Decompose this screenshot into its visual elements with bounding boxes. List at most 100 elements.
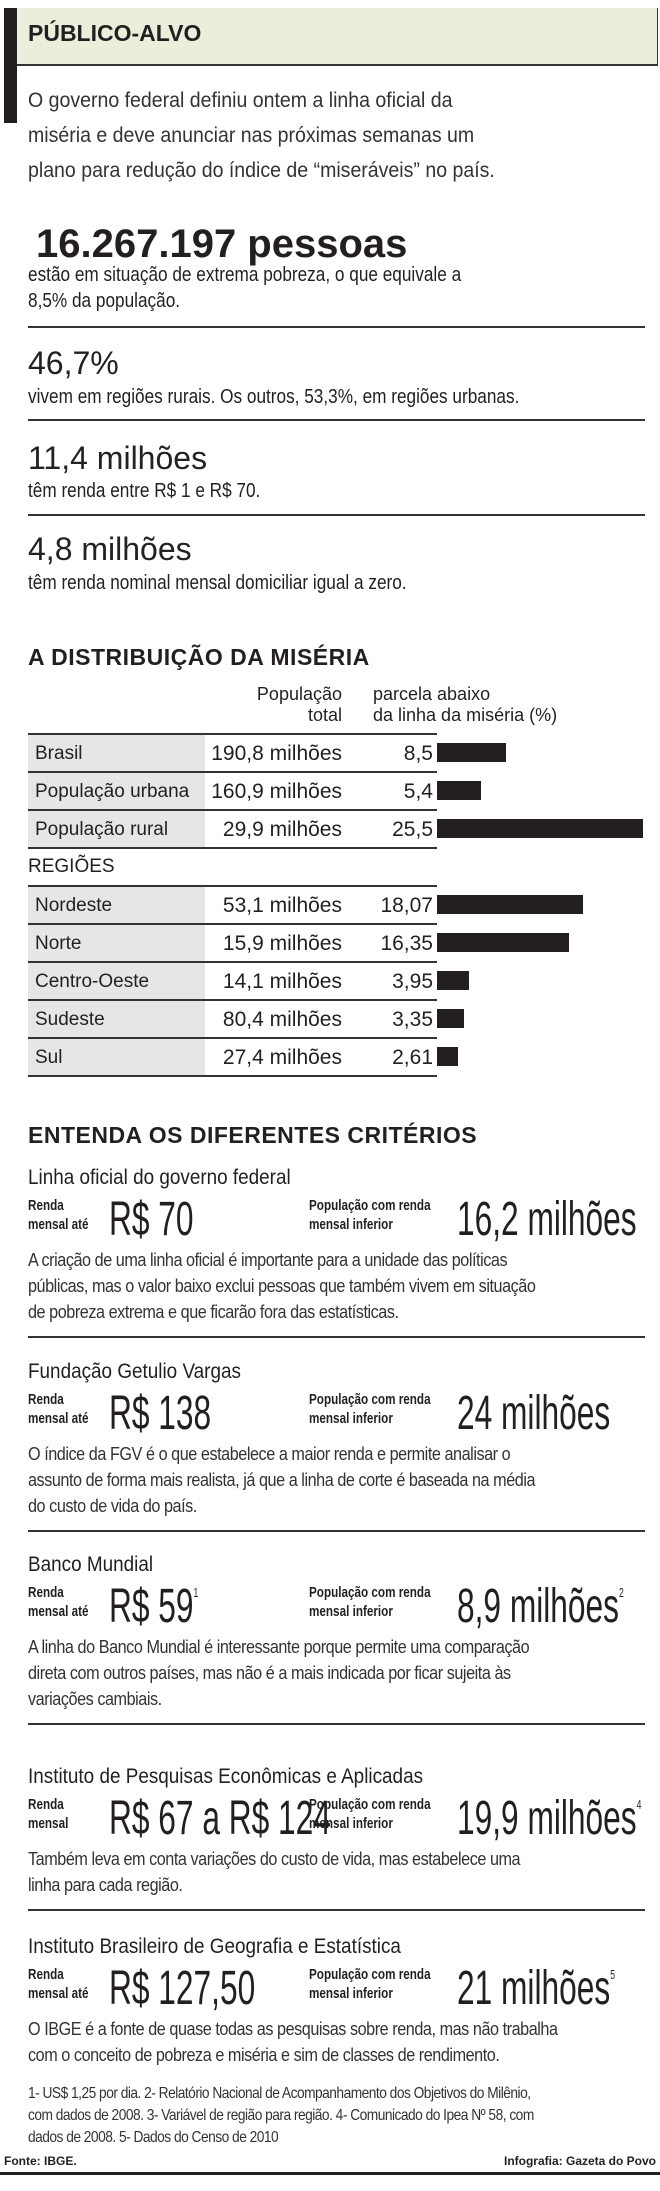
population-value: 24 milhões bbox=[457, 1390, 660, 1438]
row-population: 53,1 milhões bbox=[222, 894, 342, 917]
highlight-text: têm renda nominal mensal domiciliar igua… bbox=[28, 572, 407, 594]
population-text: 8,9 milhões2 bbox=[457, 1583, 624, 1631]
footnote-line: dados de 2008. 5- Dados do Censo de 2010 bbox=[28, 2129, 279, 2146]
income-amount: R$ 59 bbox=[109, 1580, 194, 1633]
row-share: 2,61 bbox=[392, 1046, 433, 1069]
share-bar bbox=[437, 781, 481, 800]
label-line: População com renda bbox=[309, 1796, 431, 1813]
table-row: Nordeste 53,1 milhões 18,07 bbox=[28, 885, 437, 923]
population-text: 16,2 milhões bbox=[457, 1196, 637, 1244]
table-row: População urbana 160,9 milhões 5,4 bbox=[28, 771, 437, 809]
label-line: Renda bbox=[28, 1796, 64, 1813]
row-share: 3,35 bbox=[392, 1008, 433, 1031]
share-bar bbox=[437, 971, 469, 990]
row-label: Nordeste bbox=[28, 887, 205, 923]
population-amount: 16,2 milhões bbox=[457, 1193, 637, 1246]
highlight-text: vivem em regiões rurais. Os outros, 53,3… bbox=[28, 386, 520, 408]
table-row: Brasil 190,8 milhões 8,5 bbox=[28, 733, 437, 771]
page-title: PÚBLICO-ALVO bbox=[28, 20, 202, 46]
section-title: ENTENDA OS DIFERENTES CRITÉRIOS bbox=[28, 1122, 478, 1148]
population-label: População com renda mensal inferior bbox=[309, 1583, 431, 1621]
regions-label: REGIÕES bbox=[28, 856, 115, 877]
share-bar bbox=[437, 1047, 459, 1066]
row-label: População rural bbox=[28, 811, 205, 847]
population-label: População com renda mensal inferior bbox=[309, 1795, 431, 1833]
income-text: R$ 138 bbox=[109, 1390, 211, 1438]
income-value: R$ 70 bbox=[109, 1196, 237, 1244]
footnote-ref: 2 bbox=[619, 1585, 624, 1600]
criterion-name: Instituto Brasileiro de Geografia e Esta… bbox=[28, 1935, 401, 1958]
row-share: 5,4 bbox=[403, 780, 433, 803]
income-label: Renda mensal até bbox=[28, 1583, 88, 1621]
criterion-description: O índice da FGV é o que estabelece a mai… bbox=[28, 1444, 511, 1464]
divider bbox=[28, 419, 645, 421]
divider bbox=[28, 1909, 645, 1911]
label-line: mensal até bbox=[28, 1410, 89, 1427]
col-header-line: da linha da miséria (%) bbox=[373, 705, 558, 725]
population-label: População com renda mensal inferior bbox=[309, 1196, 431, 1234]
row-label: Sul bbox=[28, 1039, 205, 1075]
highlight-value: 16.267.197 pessoas bbox=[36, 222, 408, 266]
table-row: Centro-Oeste 14,1 milhões 3,95 bbox=[28, 961, 437, 999]
criterion-description: com o conceito de pobreza e miséria e si… bbox=[28, 2045, 500, 2065]
section-title: A DISTRIBUIÇÃO DA MISÉRIA bbox=[28, 644, 370, 670]
criterion-description: do custo de vida do país. bbox=[28, 1496, 197, 1516]
row-label: Centro-Oeste bbox=[28, 963, 205, 999]
row-share: 8,5 bbox=[403, 742, 433, 765]
criterion-description: Também leva em conta variações do custo … bbox=[28, 1849, 521, 1869]
share-bar bbox=[437, 743, 506, 762]
row-share: 18,07 bbox=[380, 894, 433, 917]
row-share: 25,5 bbox=[392, 818, 433, 841]
row-population: 80,4 milhões bbox=[222, 1008, 342, 1031]
label-line: mensal inferior bbox=[309, 1815, 393, 1832]
population-value: 21 milhões5 bbox=[457, 1965, 660, 2013]
label-line: População com renda bbox=[309, 1391, 431, 1408]
criterion-description: de pobreza extrema e que ficarão fora da… bbox=[28, 1302, 399, 1322]
highlight-value: 46,7% bbox=[28, 345, 119, 381]
table-bottom-rule bbox=[28, 847, 437, 849]
divider bbox=[28, 1723, 645, 1725]
population-amount: 8,9 milhões bbox=[457, 1580, 620, 1633]
table-row: População rural 29,9 milhões 25,5 bbox=[28, 809, 437, 847]
footnote-line: 1- US$ 1,25 por dia. 2- Relatório Nacion… bbox=[28, 2085, 531, 2102]
label-line: População com renda bbox=[309, 1966, 431, 1983]
source: Fonte: IBGE. bbox=[4, 2154, 77, 2168]
criterion-description: assunto de forma mais realista, já que a… bbox=[28, 1470, 536, 1490]
highlight-text: estão em situação de extrema pobreza, o … bbox=[28, 264, 462, 286]
income-label: Renda mensal até bbox=[28, 1390, 88, 1428]
highlight-value: 11,4 milhões bbox=[28, 440, 208, 476]
income-amount: R$ 127,50 bbox=[109, 1962, 256, 2015]
bottom-rule bbox=[0, 2172, 660, 2175]
divider bbox=[28, 1336, 645, 1338]
row-population: 160,9 milhões bbox=[211, 780, 342, 803]
row-label: Sudeste bbox=[28, 1001, 205, 1037]
row-label: População urbana bbox=[28, 773, 205, 809]
row-population: 27,4 milhões bbox=[222, 1046, 342, 1069]
criterion-description: variações cambiais. bbox=[28, 1689, 162, 1709]
row-population: 15,9 milhões bbox=[222, 932, 342, 955]
population-text: 19,9 milhões4 bbox=[457, 1795, 641, 1843]
income-text: R$ 67 a R$ 124 bbox=[109, 1795, 331, 1843]
label-line: mensal inferior bbox=[309, 1410, 393, 1427]
income-value: R$ 138 bbox=[109, 1390, 264, 1438]
label-line: População com renda bbox=[309, 1197, 431, 1214]
population-amount: 24 milhões bbox=[457, 1387, 611, 1440]
population-label: População com renda mensal inferior bbox=[309, 1965, 431, 2003]
population-value: 8,9 milhões2 bbox=[457, 1583, 660, 1631]
label-line: mensal inferior bbox=[309, 1216, 393, 1233]
row-label: Brasil bbox=[28, 735, 205, 771]
col-header-line: total bbox=[307, 705, 342, 725]
label-line: Renda bbox=[28, 1197, 64, 1214]
share-bar bbox=[437, 933, 570, 952]
criterion-description: A linha do Banco Mundial é interessante … bbox=[28, 1637, 530, 1657]
row-share: 3,95 bbox=[392, 970, 433, 993]
table-bottom-rule bbox=[28, 1075, 437, 1077]
label-line: mensal bbox=[28, 1815, 69, 1832]
income-label: Renda mensal até bbox=[28, 1965, 88, 2003]
criterion-name: Banco Mundial bbox=[28, 1553, 154, 1576]
income-text: R$ 591 bbox=[109, 1583, 198, 1631]
income-amount: R$ 70 bbox=[109, 1193, 194, 1246]
share-bar bbox=[437, 1009, 465, 1028]
income-value: R$ 591 bbox=[109, 1583, 244, 1631]
header-accent-bar bbox=[4, 8, 17, 123]
